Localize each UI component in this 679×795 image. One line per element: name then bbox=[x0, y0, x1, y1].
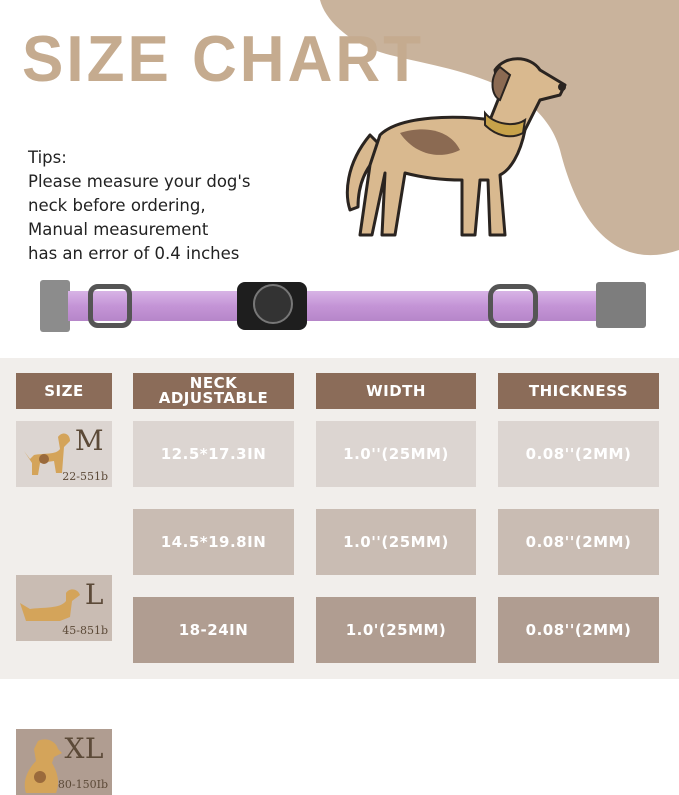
size-cell-m: M 22-551b bbox=[16, 421, 112, 487]
tips-line: Please measure your dog's bbox=[28, 172, 251, 191]
tips-label: Tips: bbox=[28, 148, 67, 167]
neck-cell: 12.5*17.3IN bbox=[133, 421, 294, 487]
neck-cell: 14.5*19.8IN bbox=[133, 509, 294, 575]
size-table: SIZE NECK ADJUSTABLE WIDTH THICKNESS M 2… bbox=[0, 358, 679, 795]
weight-range: 22-551b bbox=[62, 470, 108, 483]
header-thickness: THICKNESS bbox=[498, 373, 659, 409]
size-label: L bbox=[84, 578, 104, 611]
dog-m-icon bbox=[24, 433, 70, 475]
tips-line: has an error of 0.4 inches bbox=[28, 244, 240, 263]
dog-l-icon bbox=[20, 589, 80, 621]
size-label: M bbox=[74, 424, 104, 457]
header-size: SIZE bbox=[16, 373, 112, 409]
neck-cell: 18-24IN bbox=[133, 597, 294, 663]
thickness-cell: 0.08''(2MM) bbox=[498, 509, 659, 575]
width-cell: 1.0''(25MM) bbox=[316, 509, 476, 575]
collar-product-image bbox=[40, 278, 650, 336]
dog-illustration bbox=[345, 57, 567, 237]
size-cell-xl: XL 80-150Ib bbox=[16, 729, 112, 795]
header-width: WIDTH bbox=[316, 373, 476, 409]
header-neck: NECK ADJUSTABLE bbox=[133, 373, 294, 409]
weight-range: 45-851b bbox=[62, 624, 108, 637]
tips-line: Manual measurement bbox=[28, 220, 209, 239]
hero-section: SIZE CHART Tips: Please measure your dog… bbox=[0, 0, 679, 358]
beige-background-shape bbox=[320, 0, 679, 256]
size-cell-l: L 45-851b bbox=[16, 575, 112, 641]
width-cell: 1.0''(25MM) bbox=[316, 421, 476, 487]
page-title: SIZE CHART bbox=[22, 23, 424, 96]
thickness-cell: 0.08''(2MM) bbox=[498, 421, 659, 487]
thickness-cell: 0.08''(2MM) bbox=[498, 597, 659, 663]
size-label: XL bbox=[64, 732, 104, 765]
measurement-tips: Tips: Please measure your dog's neck bef… bbox=[28, 146, 251, 266]
width-cell: 1.0'(25MM) bbox=[316, 597, 476, 663]
tips-line: neck before ordering, bbox=[28, 196, 206, 215]
weight-range: 80-150Ib bbox=[57, 778, 108, 791]
